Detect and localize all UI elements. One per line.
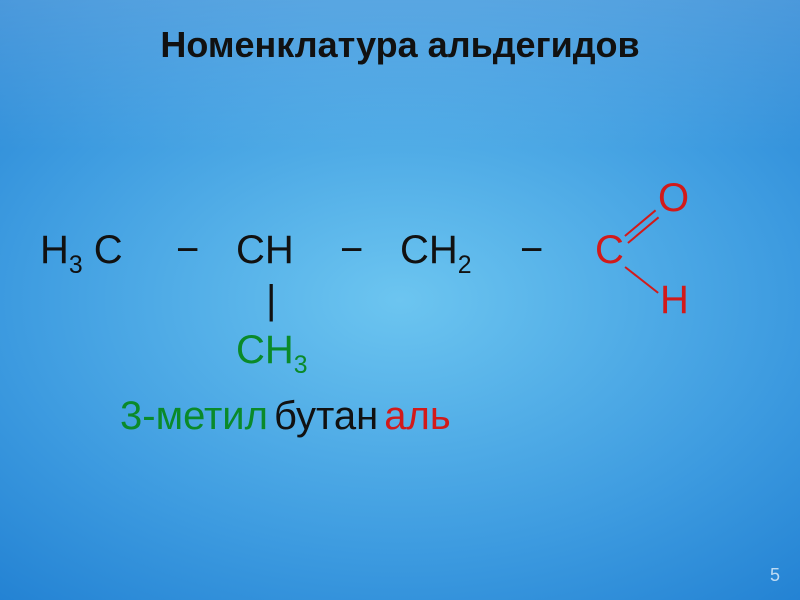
branch-bond: | — [266, 278, 276, 323]
c3-sub: 2 — [458, 252, 472, 279]
page-number: 5 — [770, 565, 780, 586]
bond-2: − — [340, 228, 363, 273]
carbon-3: CH2 — [400, 228, 472, 279]
bond-1: − — [176, 228, 199, 273]
aldehyde-hydrogen: H — [660, 278, 689, 323]
aldehyde-oxygen: O — [658, 176, 689, 221]
carbon-2: CH — [236, 228, 294, 273]
c1-c: C — [83, 228, 123, 272]
c3-label: CH — [400, 228, 458, 272]
carbon-1: H3 C — [40, 228, 123, 279]
slide-title: Номенклатура альдегидов — [0, 24, 800, 66]
c1-sub: 3 — [69, 252, 83, 279]
name-prefix: 3-метил — [120, 394, 268, 438]
branch-sub: 3 — [294, 352, 308, 379]
main-chain-row: H3 C − CH − CH2 − — [40, 228, 760, 288]
branch-ch3: CH3 — [236, 328, 308, 379]
aldehyde-carbon: C — [595, 228, 624, 273]
c2-label: CH — [236, 228, 294, 272]
branch-label: CH — [236, 328, 294, 372]
bond-3: − — [520, 228, 543, 273]
slide-content: Номенклатура альдегидов H3 C − CH − CH2 … — [0, 0, 800, 600]
compound-name: 3-метилбутаналь — [120, 394, 451, 439]
name-root: бутан — [274, 394, 378, 438]
name-suffix: аль — [384, 394, 450, 438]
c1-h: H — [40, 228, 69, 272]
